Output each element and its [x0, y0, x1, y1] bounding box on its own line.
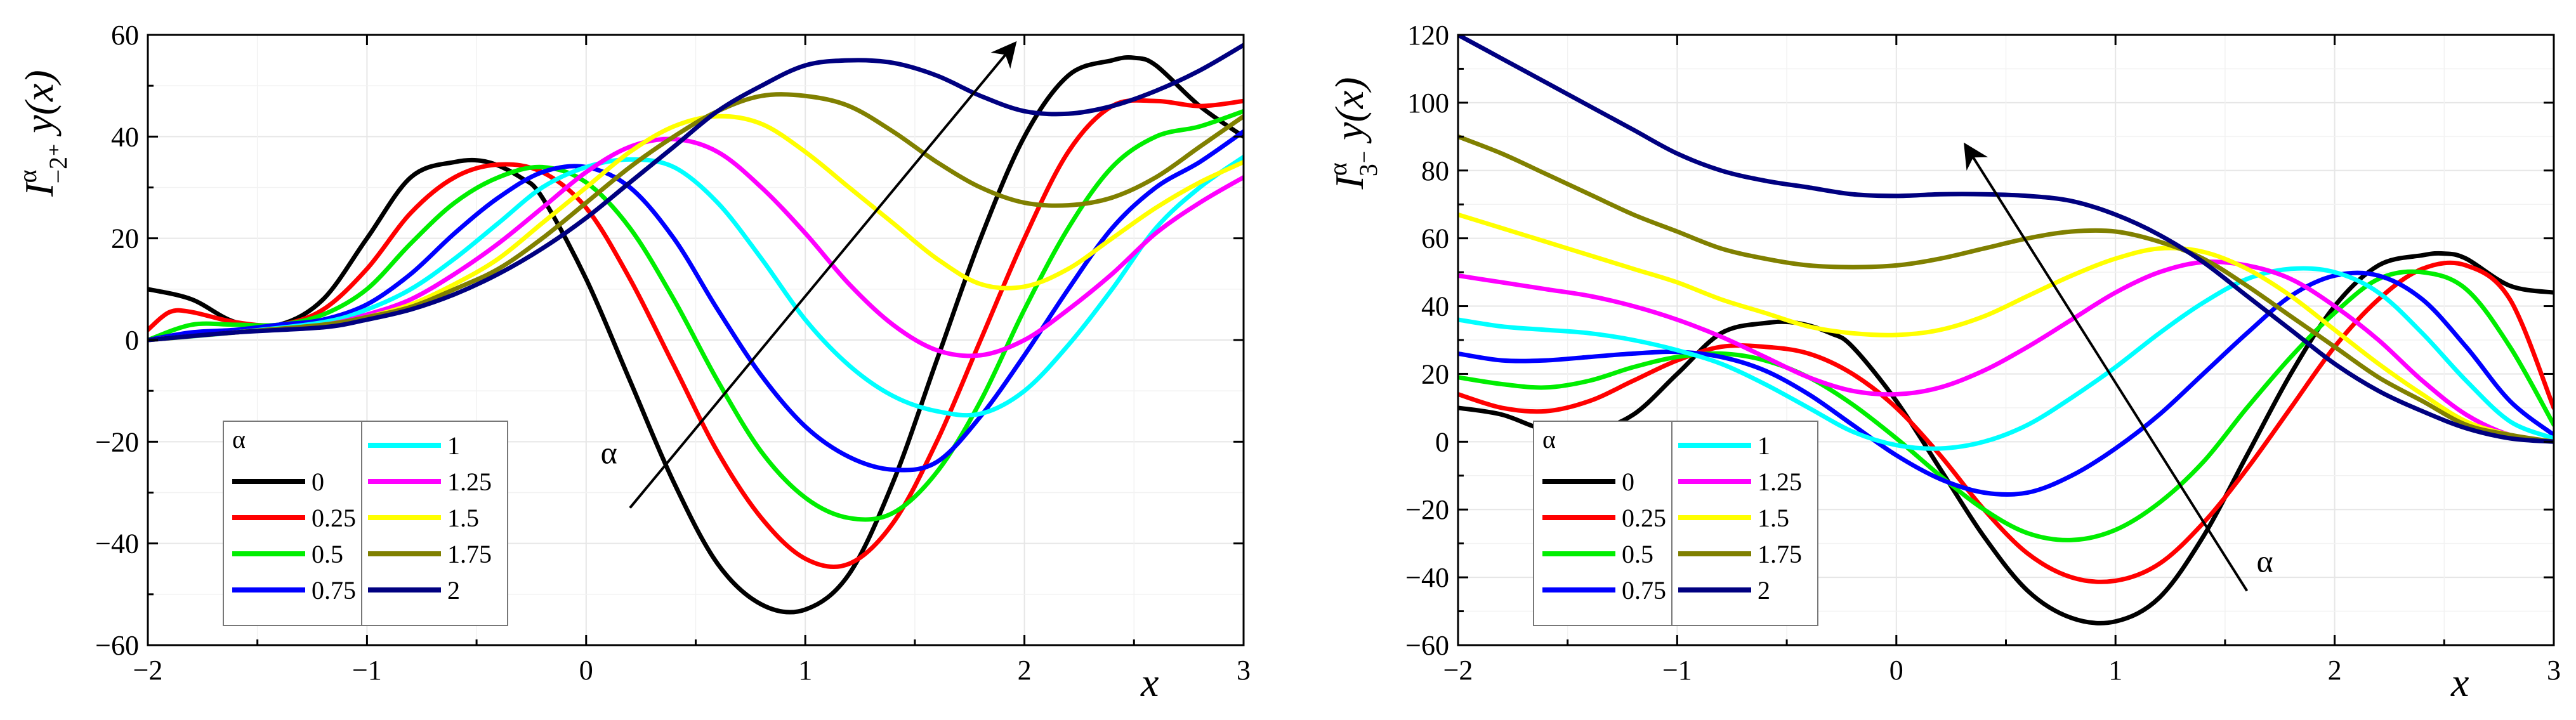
- y-tick-label: 20: [111, 223, 139, 254]
- legend-box-right: [1671, 421, 1818, 626]
- x-tick-label: 3: [2547, 655, 2561, 686]
- y-tick-label: −20: [1405, 494, 1449, 525]
- x-tick-label: 2: [2328, 655, 2342, 686]
- series-line-alpha-1.25: [148, 136, 1244, 358]
- series-line-alpha-2: [1458, 35, 2554, 444]
- legend: α 0 0.25 0.5 0.75 1 1.25 1.5 1.75 2: [223, 421, 508, 626]
- legend-label-alpha-0: 0: [1622, 468, 1634, 496]
- x-tick-label: −1: [1662, 655, 1692, 686]
- y-tick-label: 60: [1421, 223, 1449, 254]
- y-tick-label: −40: [1405, 562, 1449, 593]
- x-tick-label: −1: [352, 655, 382, 686]
- y-tick-label: 80: [1421, 155, 1449, 187]
- y-tick-label: −20: [95, 426, 139, 457]
- legend-label-alpha-1.25: 1.25: [447, 468, 492, 496]
- y-tick-label: −40: [95, 528, 139, 560]
- y-tick-label: 100: [1407, 88, 1449, 119]
- x-tick-label: 3: [1237, 655, 1251, 686]
- arrow-label: α: [2256, 543, 2273, 579]
- legend-label-alpha-0: 0: [312, 468, 324, 496]
- arrow-label: α: [601, 435, 617, 471]
- series-line-alpha-1.5: [1458, 212, 2554, 444]
- legend-label-alpha-0.5: 0.5: [312, 540, 343, 568]
- x-tick-label: 0: [579, 655, 593, 686]
- legend-title: α: [232, 425, 246, 454]
- series-line-alpha-0.25: [148, 98, 1244, 569]
- x-tick-label: 1: [2108, 655, 2122, 686]
- legend-label-alpha-1.25: 1.25: [1758, 468, 1802, 496]
- legend-box-right: [361, 421, 508, 626]
- series-line-alpha-1.75: [1458, 134, 2554, 444]
- y-tick-label: 0: [1435, 426, 1449, 457]
- x-tick-label: −2: [1443, 655, 1473, 686]
- series-line-alpha-0.5: [1458, 269, 2554, 542]
- ticks: [1457, 34, 2555, 646]
- series-line-alpha-2: [148, 43, 1244, 343]
- y-tick-label: 20: [1421, 358, 1449, 389]
- alpha-arrow: [629, 41, 1017, 509]
- series-line-alpha-0: [1458, 251, 2554, 625]
- legend-label-alpha-2: 2: [1758, 576, 1770, 605]
- x-tick-label: 1: [798, 655, 812, 686]
- legend-label-alpha-0.25: 0.25: [312, 504, 356, 532]
- legend-label-alpha-0.5: 0.5: [1622, 540, 1653, 568]
- y-tick-label: −60: [95, 630, 139, 661]
- x-tick-label: 2: [1018, 655, 1032, 686]
- ticks: [147, 34, 1245, 646]
- legend-label-alpha-0.25: 0.25: [1622, 504, 1666, 532]
- legend-label-alpha-1.5: 1.5: [447, 504, 479, 532]
- x-tick-label: −2: [133, 655, 163, 686]
- series-line-alpha-0.25: [1458, 260, 2554, 584]
- x-axis-title: x: [2450, 660, 2469, 705]
- series-line-alpha-1: [148, 154, 1244, 418]
- legend-label-alpha-1.75: 1.75: [447, 540, 492, 568]
- series-line-alpha-1: [1458, 266, 2554, 451]
- x-tick-label: 0: [1889, 655, 1903, 686]
- y-tick-label: 40: [111, 121, 139, 152]
- y-tick-label: 120: [1407, 20, 1449, 51]
- y-axis-title: Iα3⁻ y(x): [1324, 77, 1383, 190]
- alpha-arrow: [1964, 142, 2249, 592]
- legend-label-alpha-1.5: 1.5: [1758, 504, 1789, 532]
- y-tick-label: −60: [1405, 630, 1449, 661]
- series-group: [1458, 35, 2554, 625]
- legend-label-alpha-2: 2: [447, 576, 460, 605]
- legend-label-alpha-1.75: 1.75: [1758, 540, 1802, 568]
- legend-label-alpha-1: 1: [1758, 431, 1770, 460]
- y-tick-label: 40: [1421, 291, 1449, 322]
- series-line-alpha-0.5: [148, 108, 1244, 522]
- y-axis-title: Iα−2⁺ y(x): [13, 70, 72, 197]
- series-line-alpha-0: [148, 55, 1244, 615]
- legend-title: α: [1542, 425, 1556, 454]
- legend: α 0 0.25 0.5 0.75 1 1.25 1.5 1.75 2: [1533, 421, 1818, 626]
- series-line-alpha-1.25: [1458, 259, 2554, 444]
- legend-label-alpha-0.75: 0.75: [1622, 576, 1666, 605]
- y-tick-label: 60: [111, 20, 139, 51]
- series-group: [148, 43, 1244, 615]
- y-tick-label: 0: [125, 325, 139, 356]
- legend-label-alpha-1: 1: [447, 431, 460, 460]
- series-line-alpha-0.75: [1458, 270, 2554, 497]
- series-line-alpha-0.75: [148, 129, 1244, 473]
- x-axis-title: x: [1140, 660, 1159, 705]
- left-chart: −2 −1 0 1 2 3 −60 −40 −20 0 20 40 60 x Iα−2⁺ y(x) α α 0 0.…: [13, 20, 1251, 705]
- legend-label-alpha-0.75: 0.75: [312, 576, 356, 605]
